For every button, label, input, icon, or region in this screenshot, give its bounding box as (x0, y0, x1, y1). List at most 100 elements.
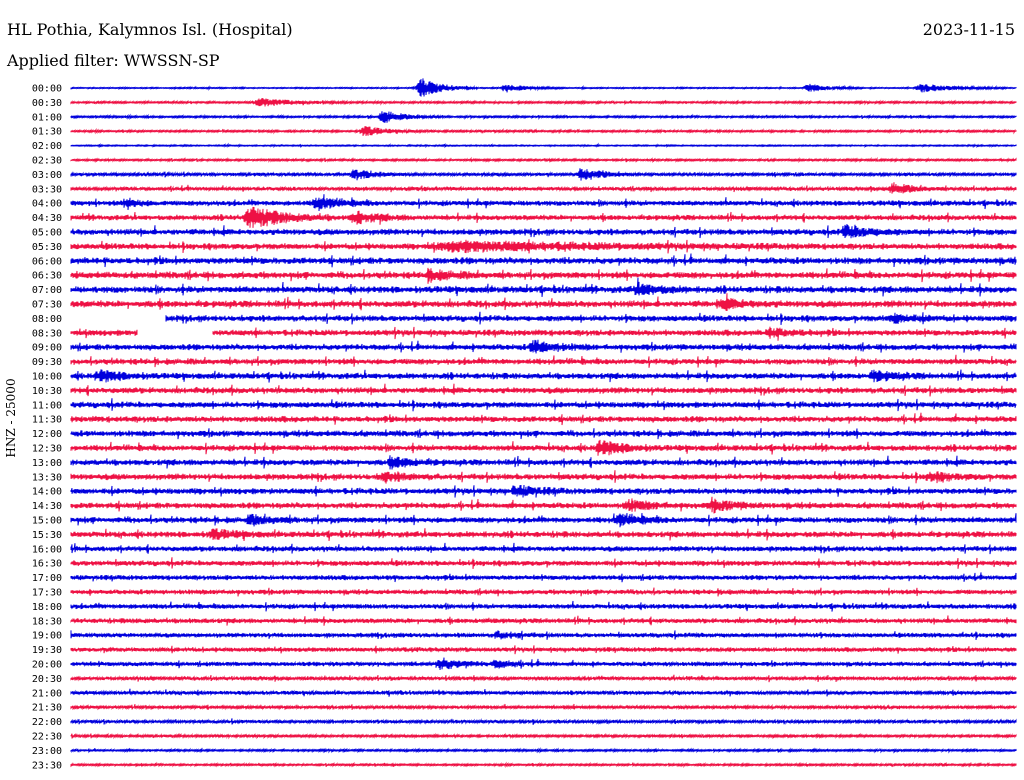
time-tick-label: 03:30 (32, 184, 62, 195)
seismic-trace (70, 194, 1017, 212)
seismic-trace (70, 557, 1017, 569)
time-tick-label: 16:30 (32, 559, 62, 570)
seismic-trace (70, 703, 1017, 711)
seismic-trace (70, 761, 1017, 769)
time-tick-label: 00:00 (32, 84, 62, 95)
seismic-trace (70, 747, 1017, 754)
seismic-trace (165, 311, 1017, 325)
seismic-trace (70, 630, 1017, 641)
time-tick-label: 19:00 (32, 631, 62, 642)
time-tick-label: 22:30 (32, 732, 62, 743)
time-tick-label: 23:30 (32, 760, 62, 771)
seismic-trace (70, 293, 1017, 311)
time-tick-label: 21:30 (32, 703, 62, 714)
time-tick-label: 22:00 (32, 717, 62, 728)
time-tick-label: 11:00 (32, 400, 62, 411)
seismic-trace (70, 455, 1017, 470)
seismic-trace (70, 572, 1017, 583)
time-tick-label: 16:00 (32, 544, 62, 555)
time-tick-label: 02:30 (32, 156, 62, 167)
time-tick-label: 12:30 (32, 444, 62, 455)
seismic-trace (70, 383, 1017, 397)
seismic-trace (70, 111, 1017, 123)
time-tick-label: 18:30 (32, 616, 62, 627)
seismic-trace (70, 168, 1017, 181)
filter-label: Applied filter: WWSSN-SP (7, 51, 220, 70)
time-tick-label: 07:00 (32, 285, 62, 296)
seismic-trace (70, 470, 1017, 484)
time-tick-label: 00:30 (32, 98, 62, 109)
seismic-trace (70, 182, 1017, 194)
time-tick-label: 13:30 (32, 472, 62, 483)
time-tick-label: 05:30 (32, 242, 62, 253)
seismic-trace (70, 224, 1017, 239)
seismic-trace (70, 326, 1017, 341)
time-tick-label: 13:00 (32, 458, 62, 469)
seismic-trace (70, 239, 1017, 254)
time-tick-label: 09:30 (32, 357, 62, 368)
seismic-trace (70, 528, 1017, 542)
time-tick-label: 10:30 (32, 386, 62, 397)
time-tick-label: 21:00 (32, 688, 62, 699)
time-tick-label: 17:30 (32, 588, 62, 599)
time-tick-label: 15:00 (32, 516, 62, 527)
seismic-trace (70, 718, 1017, 726)
seismic-trace (70, 587, 1017, 597)
time-tick-label: 14:30 (32, 501, 62, 512)
time-tick-label: 09:00 (32, 343, 62, 354)
seismic-trace (70, 156, 1017, 164)
time-tick-label: 11:30 (32, 415, 62, 426)
time-tick-label: 12:00 (32, 429, 62, 440)
time-tick-label: 08:30 (32, 328, 62, 339)
seismic-trace (70, 513, 1017, 528)
time-tick-label: 17:00 (32, 573, 62, 584)
seismic-trace (70, 98, 1017, 107)
time-tick-label: 14:00 (32, 487, 62, 498)
seismic-trace (70, 339, 1017, 354)
time-tick-label: 04:00 (32, 199, 62, 210)
time-tick-label: 19:30 (32, 645, 62, 656)
seismic-trace (70, 428, 1017, 440)
seismic-trace (70, 600, 1017, 612)
time-tick-label: 01:30 (32, 127, 62, 138)
time-tick-label: 10:00 (32, 372, 62, 383)
seismic-trace (70, 369, 1017, 383)
time-tick-label: 08:00 (32, 314, 62, 325)
seismic-trace (70, 277, 1017, 297)
time-tick-label: 02:00 (32, 141, 62, 152)
time-tick-label: 18:00 (32, 602, 62, 613)
seismic-trace (70, 542, 1017, 555)
time-tick-label: 20:30 (32, 674, 62, 685)
seismic-trace (70, 496, 1017, 514)
seismic-trace (70, 674, 1017, 683)
station-title: HL Pothia, Kalymnos Isl. (Hospital) (7, 20, 293, 39)
seismic-trace (70, 398, 1017, 412)
seismic-trace (70, 688, 1017, 697)
seismic-trace (70, 267, 1017, 284)
seismic-trace (70, 439, 1017, 456)
time-tick-label: 05:00 (32, 228, 62, 239)
seismic-trace (70, 354, 1017, 368)
time-tick-label: 03:00 (32, 170, 62, 181)
seismic-trace (70, 615, 1017, 626)
time-tick-label: 07:30 (32, 300, 62, 311)
seismic-trace (70, 142, 1017, 149)
seismic-trace (70, 206, 1017, 228)
seismic-trace (70, 484, 1017, 498)
time-tick-label: 06:00 (32, 256, 62, 267)
seismic-trace (70, 645, 1017, 655)
seismic-trace (70, 126, 1017, 136)
time-tick-label: 06:30 (32, 271, 62, 282)
time-tick-label: 20:00 (32, 660, 62, 671)
time-tick-label: 04:30 (32, 213, 62, 224)
date-label: 2023-11-15 (922, 20, 1015, 39)
seismic-trace (70, 657, 1017, 671)
time-tick-label: 23:00 (32, 746, 62, 757)
seismic-trace (70, 412, 1017, 426)
seismic-trace (70, 732, 1017, 740)
time-tick-label: 01:00 (32, 112, 62, 123)
time-tick-label: 15:30 (32, 530, 62, 541)
seismic-trace (70, 253, 1017, 268)
seismic-trace (70, 78, 1017, 97)
